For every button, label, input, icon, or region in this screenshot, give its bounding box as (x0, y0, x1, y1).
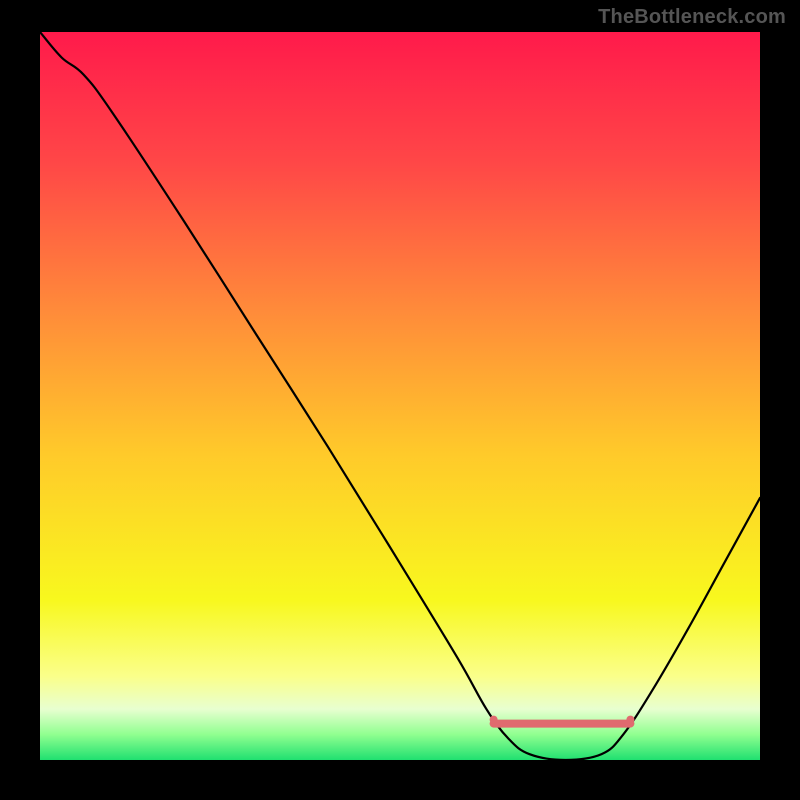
sweet-spot-left-endpoint (490, 716, 498, 724)
curve-layer (40, 32, 760, 760)
sweet-spot-right-endpoint (626, 716, 634, 724)
bottleneck-curve (40, 32, 760, 760)
attribution-label: TheBottleneck.com (598, 6, 786, 29)
plot-area (40, 32, 760, 760)
chart-frame: TheBottleneck.com (0, 0, 800, 800)
